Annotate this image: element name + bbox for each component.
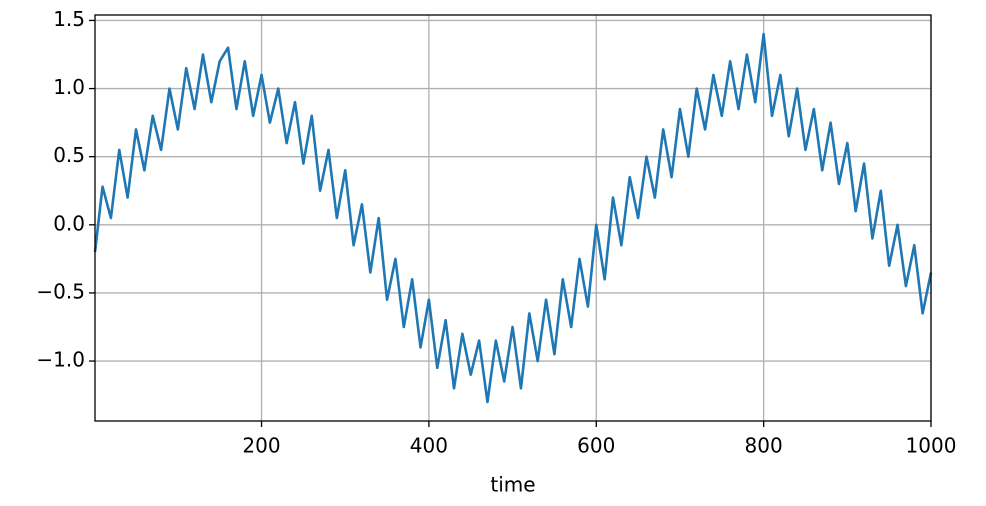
x-tick-label: 400: [410, 434, 448, 458]
plot-frame: [94, 14, 932, 422]
x-tick-label: 1000: [906, 434, 957, 458]
y-tick-label: −1.0: [36, 348, 85, 372]
y-tick-label: 1.0: [53, 75, 85, 99]
x-tick-label: 200: [242, 434, 280, 458]
y-tick-label: 0.0: [53, 211, 85, 235]
x-tick-label: 600: [577, 434, 615, 458]
y-tick-label: −0.5: [36, 279, 85, 303]
x-axis-label: time: [490, 473, 535, 497]
data-line: [93, 32, 933, 404]
y-tick-label: 1.5: [53, 7, 85, 31]
x-tick-label: 800: [745, 434, 783, 458]
y-tick-label: 0.5: [53, 143, 85, 167]
